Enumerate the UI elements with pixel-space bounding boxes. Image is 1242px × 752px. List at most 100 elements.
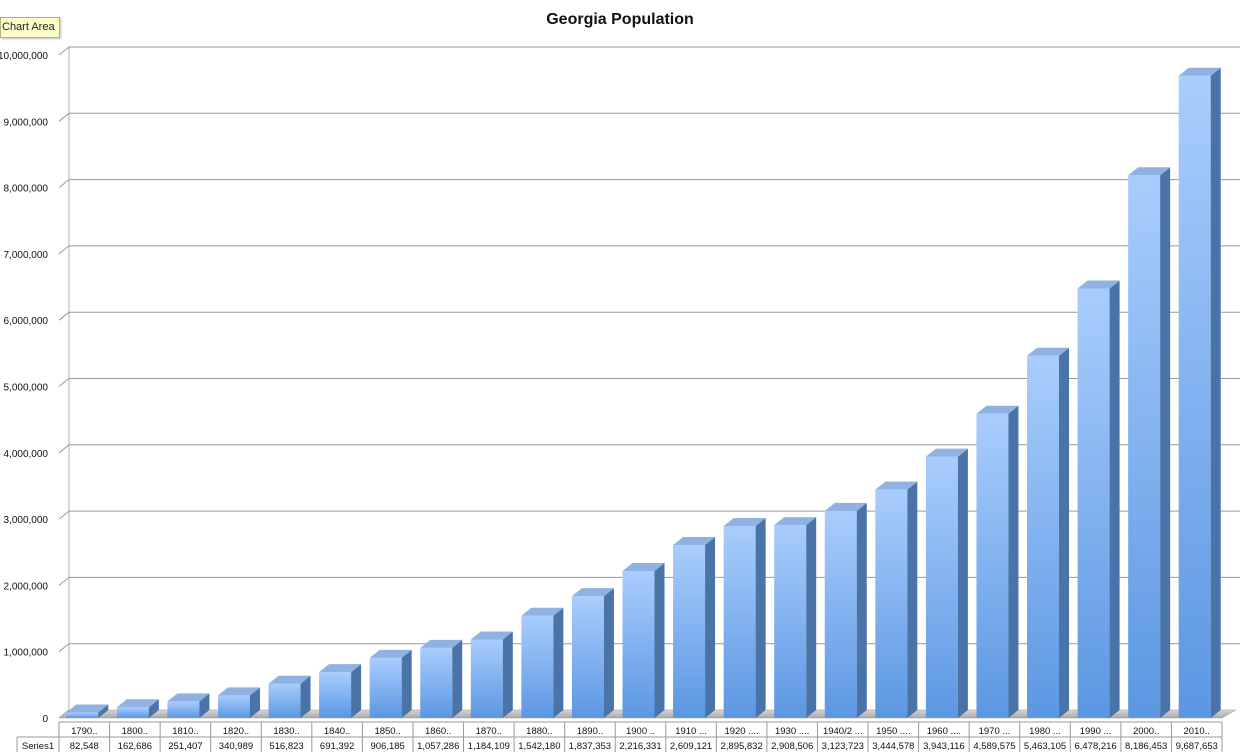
bar-side (401, 649, 412, 718)
gridline-side (58, 112, 70, 122)
bar-side (199, 693, 210, 718)
bar-front (673, 545, 706, 718)
bar-front (774, 525, 807, 718)
bar[interactable] (875, 481, 918, 718)
data-value-label: 2,895,832 (720, 741, 762, 752)
bar-top (1128, 167, 1171, 176)
x-category-label: 1950 .... (876, 726, 910, 737)
bar-top (571, 588, 614, 597)
bar-side (1160, 167, 1171, 718)
y-tick-label: 5,000,000 (4, 383, 49, 394)
bar[interactable] (217, 687, 260, 718)
bar[interactable] (925, 448, 968, 718)
bar-side (806, 517, 817, 718)
data-value-label: 1,837,353 (569, 741, 611, 752)
bar[interactable] (470, 631, 513, 718)
data-value-label: 8,186,453 (1125, 741, 1167, 752)
x-category-label: 1990 ... (1080, 726, 1112, 737)
bar-front (976, 413, 1009, 718)
x-category-label: 1810.. (172, 726, 198, 737)
bar-top (1027, 347, 1070, 356)
bar-front (1027, 355, 1060, 718)
x-category-label: 1790.. (71, 726, 97, 737)
bar[interactable] (268, 675, 311, 718)
x-category-label: 1960 .... (927, 726, 961, 737)
bar-front (571, 596, 604, 718)
bar-front (1128, 175, 1161, 718)
bar-top (1178, 67, 1221, 76)
bar-top (622, 563, 665, 572)
data-value-label: 906,185 (371, 741, 405, 752)
bar-top (723, 518, 766, 527)
bar[interactable] (116, 699, 159, 718)
bar[interactable] (167, 693, 210, 718)
x-category-label: 1800.. (122, 726, 148, 737)
bar[interactable] (1077, 280, 1120, 718)
bar[interactable] (66, 704, 109, 718)
bar-front (116, 707, 149, 718)
bar-side (553, 607, 564, 718)
bar[interactable] (723, 518, 766, 718)
bar-top (774, 517, 817, 526)
gridline-side (58, 444, 70, 454)
y-tick-label: 1,000,000 (4, 648, 49, 659)
bar-top (976, 405, 1019, 414)
data-value-label: 2,216,331 (619, 741, 661, 752)
data-value-label: 516,823 (269, 741, 303, 752)
data-value-label: 3,444,578 (872, 741, 914, 752)
bar-side (705, 537, 716, 718)
x-category-label: 1830.. (273, 726, 299, 737)
bar[interactable] (1027, 347, 1070, 718)
data-value-label: 5,463,105 (1024, 741, 1066, 752)
bar-front (723, 526, 756, 718)
bar[interactable] (976, 405, 1019, 718)
data-value-label: 9,687,653 (1176, 741, 1218, 752)
bar[interactable] (1128, 167, 1171, 718)
bar[interactable] (571, 588, 614, 718)
x-category-label: 1850.. (374, 726, 400, 737)
bar[interactable] (673, 537, 716, 718)
y-tick-label: 10,000,000 (0, 51, 48, 62)
bar-side (856, 502, 867, 718)
bar-front (470, 639, 503, 718)
bar-front (66, 712, 99, 718)
bar-top (268, 675, 311, 684)
bar-front (1077, 288, 1110, 718)
gridline-side (58, 577, 70, 586)
x-category-label: 1820.. (223, 726, 249, 737)
bar-top (875, 481, 918, 490)
data-value-label: 162,686 (118, 741, 152, 752)
x-category-label: 1930 .... (775, 726, 809, 737)
data-value-label: 82,548 (70, 741, 99, 752)
bar[interactable] (319, 664, 362, 718)
bar[interactable] (420, 639, 463, 718)
bar-side (1008, 405, 1019, 718)
bar[interactable] (1178, 67, 1221, 718)
bar-front (369, 657, 402, 718)
bar-top (521, 607, 564, 616)
bar-side (1210, 67, 1221, 718)
x-category-label: 1870.. (476, 726, 502, 737)
bar-front (521, 615, 554, 718)
bar[interactable] (824, 502, 867, 718)
gridline-side (58, 510, 70, 520)
y-tick-label: 4,000,000 (4, 449, 49, 460)
y-tick-label: 9,000,000 (4, 117, 49, 128)
y-tick-label: 8,000,000 (4, 184, 49, 195)
bar[interactable] (622, 563, 665, 718)
bar[interactable] (369, 649, 412, 718)
bar-front (268, 683, 301, 718)
bar[interactable] (521, 607, 564, 718)
chart-area-tooltip: Chart Area (0, 17, 60, 38)
chart-title: Georgia Population (546, 11, 694, 28)
x-category-label: 2010.. (1184, 726, 1210, 737)
gridline-side (58, 245, 70, 255)
data-value-label: 1,542,180 (518, 741, 560, 752)
x-category-label: 1980 ... (1029, 726, 1061, 737)
bar[interactable] (774, 517, 817, 718)
bar-front (824, 510, 857, 718)
bar-side (1059, 347, 1070, 718)
bar-side (1109, 280, 1120, 718)
